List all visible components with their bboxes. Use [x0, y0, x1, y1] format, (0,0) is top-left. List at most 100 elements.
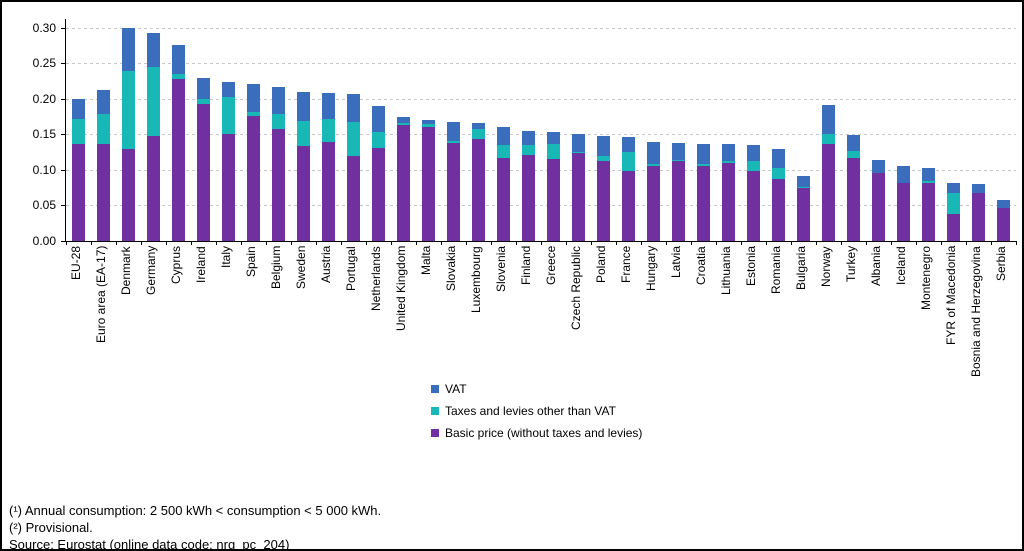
- legend-label: VAT: [445, 382, 467, 396]
- x-axis-category-label: Estonia: [744, 246, 758, 287]
- bar-segment: [547, 144, 560, 159]
- y-axis-tick-mark: [61, 63, 65, 64]
- bar-segment: [872, 173, 885, 241]
- bar-segment: [397, 117, 410, 123]
- bar-segment: [497, 145, 510, 158]
- bar-segment: [597, 156, 610, 161]
- footnote-line: Source: Eurostat (online data code: nrg_…: [9, 537, 290, 551]
- x-axis-category-label: Spain: [244, 246, 258, 277]
- legend-item: Basic price (without taxes and levies): [431, 426, 642, 440]
- bar-segment: [72, 119, 85, 144]
- x-axis-tick-mark: [791, 241, 792, 245]
- bar-segment: [647, 164, 660, 166]
- bar-segment: [622, 152, 635, 171]
- bar-segment: [297, 92, 310, 121]
- y-axis-tick-mark: [61, 28, 65, 29]
- x-axis-category-label: Iceland: [894, 246, 908, 285]
- x-axis-category-label: Albania: [869, 246, 883, 287]
- bar-segment: [422, 124, 435, 127]
- x-axis-tick-mark: [541, 241, 542, 245]
- x-axis-category-label: Romania: [769, 246, 783, 295]
- bar-segment: [322, 142, 335, 241]
- bar-segment: [897, 183, 910, 241]
- x-axis-tick-mark: [366, 241, 367, 245]
- gridline: [66, 63, 1016, 64]
- y-axis-tick-label: 0.25: [32, 56, 56, 71]
- x-axis-tick-mark: [641, 241, 642, 245]
- x-axis-category-label: Sweden: [294, 246, 308, 290]
- legend-item: VAT: [431, 382, 642, 396]
- bar-segment: [97, 90, 110, 114]
- plot-area: [65, 19, 1017, 245]
- x-axis-category-label: Italy: [219, 246, 233, 269]
- x-axis-tick-mark: [741, 241, 742, 245]
- bar-segment: [722, 163, 735, 241]
- bar-segment: [372, 132, 385, 148]
- legend-item: Taxes and levies other than VAT: [431, 404, 642, 418]
- x-axis-tick-mark: [241, 241, 242, 245]
- bar-segment: [247, 116, 260, 241]
- x-axis-tick-mark: [566, 241, 567, 245]
- x-axis-tick-mark: [516, 241, 517, 245]
- x-axis-tick-mark: [691, 241, 692, 245]
- x-axis-category-label: Finland: [519, 246, 533, 286]
- y-axis-tick-label: 0.20: [32, 91, 56, 106]
- bar-segment: [147, 67, 160, 136]
- x-axis-tick-mark: [66, 241, 67, 245]
- x-axis-category-label: Denmark: [119, 246, 133, 295]
- bar-segment: [247, 84, 260, 112]
- bar-segment: [297, 146, 310, 241]
- x-axis-category-label: Croatia: [694, 246, 708, 285]
- bar-segment: [422, 127, 435, 241]
- x-axis-category-label: Montenegro: [919, 246, 933, 311]
- bar-segment: [997, 200, 1010, 208]
- x-axis-category-label: Luxembourg: [469, 246, 483, 313]
- bar-segment: [797, 187, 810, 188]
- bar-segment: [147, 136, 160, 241]
- bar-segment: [822, 105, 835, 134]
- bar-segment: [472, 123, 485, 129]
- x-axis-tick-mark: [341, 241, 342, 245]
- bar-segment: [697, 164, 710, 166]
- y-axis-tick-label: 0.15: [32, 127, 56, 142]
- bar-segment: [97, 114, 110, 144]
- x-axis-category-label: United Kingdom: [394, 246, 408, 332]
- x-axis-category-label: FYR of Macedonia: [944, 246, 958, 346]
- y-axis-tick-label: 0.00: [32, 234, 56, 248]
- x-axis-tick-mark: [216, 241, 217, 245]
- bar-segment: [272, 87, 285, 114]
- x-axis-category-label: Austria: [319, 246, 333, 284]
- bar-segment: [572, 152, 585, 153]
- bar-segment: [572, 134, 585, 152]
- bar-segment: [847, 151, 860, 158]
- x-axis-category-label: Netherlands: [369, 246, 383, 311]
- x-axis-category-label: Poland: [594, 246, 608, 284]
- bar-segment: [447, 143, 460, 241]
- bar-segment: [647, 142, 660, 164]
- y-axis-tick-mark: [61, 134, 65, 135]
- bar-segment: [347, 94, 360, 122]
- x-axis-tick-mark: [766, 241, 767, 245]
- bar-segment: [997, 208, 1010, 241]
- y-axis-tick-mark: [61, 99, 65, 100]
- legend-label: Taxes and levies other than VAT: [445, 404, 616, 418]
- x-axis-tick-mark: [591, 241, 592, 245]
- bar-segment: [822, 144, 835, 241]
- bar-segment: [647, 166, 660, 241]
- legend-color-swatch: [431, 407, 439, 415]
- x-axis-tick-mark: [941, 241, 942, 245]
- bar-segment: [472, 129, 485, 139]
- x-axis-tick-mark: [141, 241, 142, 245]
- gridline: [66, 170, 1016, 171]
- x-axis-tick-mark: [466, 241, 467, 245]
- legend-color-swatch: [431, 429, 439, 437]
- x-axis-category-label: Greece: [544, 246, 558, 286]
- bar-segment: [122, 71, 135, 149]
- legend-color-swatch: [431, 385, 439, 393]
- bar-segment: [947, 193, 960, 214]
- bar-segment: [847, 158, 860, 241]
- y-axis-tick-label: 0.10: [32, 162, 56, 177]
- x-axis-category-label: France: [619, 246, 633, 284]
- x-axis-category-label: Belgium: [269, 246, 283, 290]
- bar-segment: [847, 135, 860, 151]
